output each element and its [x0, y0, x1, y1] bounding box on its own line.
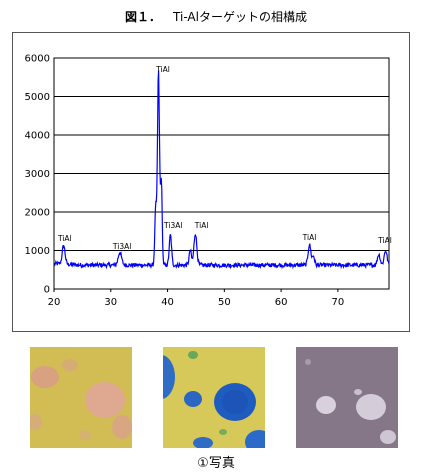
x-tick-label: 50: [218, 297, 231, 308]
x-tick-label: 40: [161, 297, 174, 308]
peak-label: Ti3Al: [112, 242, 131, 251]
peak-label: TiAl: [155, 65, 170, 74]
y-tick-label: 2000: [25, 208, 50, 219]
xrd-series-line: [54, 70, 390, 270]
y-tick-label: 5000: [25, 92, 50, 103]
y-tick-label: 0: [44, 285, 50, 296]
peak-label: TiAl: [302, 233, 317, 242]
x-tick-label: 60: [275, 297, 288, 308]
x-tick-label: 70: [332, 297, 345, 308]
peak-label: TiAl: [194, 221, 209, 230]
x-tick-label: 20: [48, 297, 61, 308]
micrograph-photo-3: [296, 347, 398, 448]
y-tick-label: 1000: [25, 246, 50, 257]
y-tick-label: 6000: [25, 54, 50, 65]
peak-label: TiAl: [57, 234, 72, 243]
peak-label: TiAl: [377, 236, 392, 245]
micrograph-photo-2: [163, 347, 265, 448]
y-tick-label: 3000: [25, 169, 50, 180]
x-tick-label: 30: [104, 297, 117, 308]
figure-label: 図１．: [125, 10, 162, 24]
y-tick-label: 4000: [25, 131, 50, 142]
figure-title: 図１． Ti-Alターゲットの相構成: [0, 8, 432, 25]
photo-caption: ①写真: [197, 456, 235, 471]
xrd-chart: 0 1000 2000 3000 4000 5000 6000 20 30 40 50 60 70 TiA…: [25, 54, 392, 309]
figure-title-text: Ti-Alターゲットの相構成: [173, 10, 307, 24]
micrograph-photo-1: [30, 347, 132, 448]
peak-label: Ti3Al: [163, 221, 182, 230]
